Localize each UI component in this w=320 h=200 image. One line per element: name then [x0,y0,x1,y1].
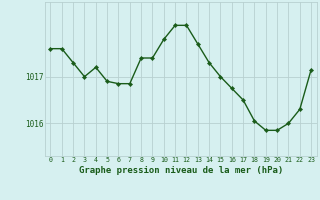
X-axis label: Graphe pression niveau de la mer (hPa): Graphe pression niveau de la mer (hPa) [79,166,283,175]
